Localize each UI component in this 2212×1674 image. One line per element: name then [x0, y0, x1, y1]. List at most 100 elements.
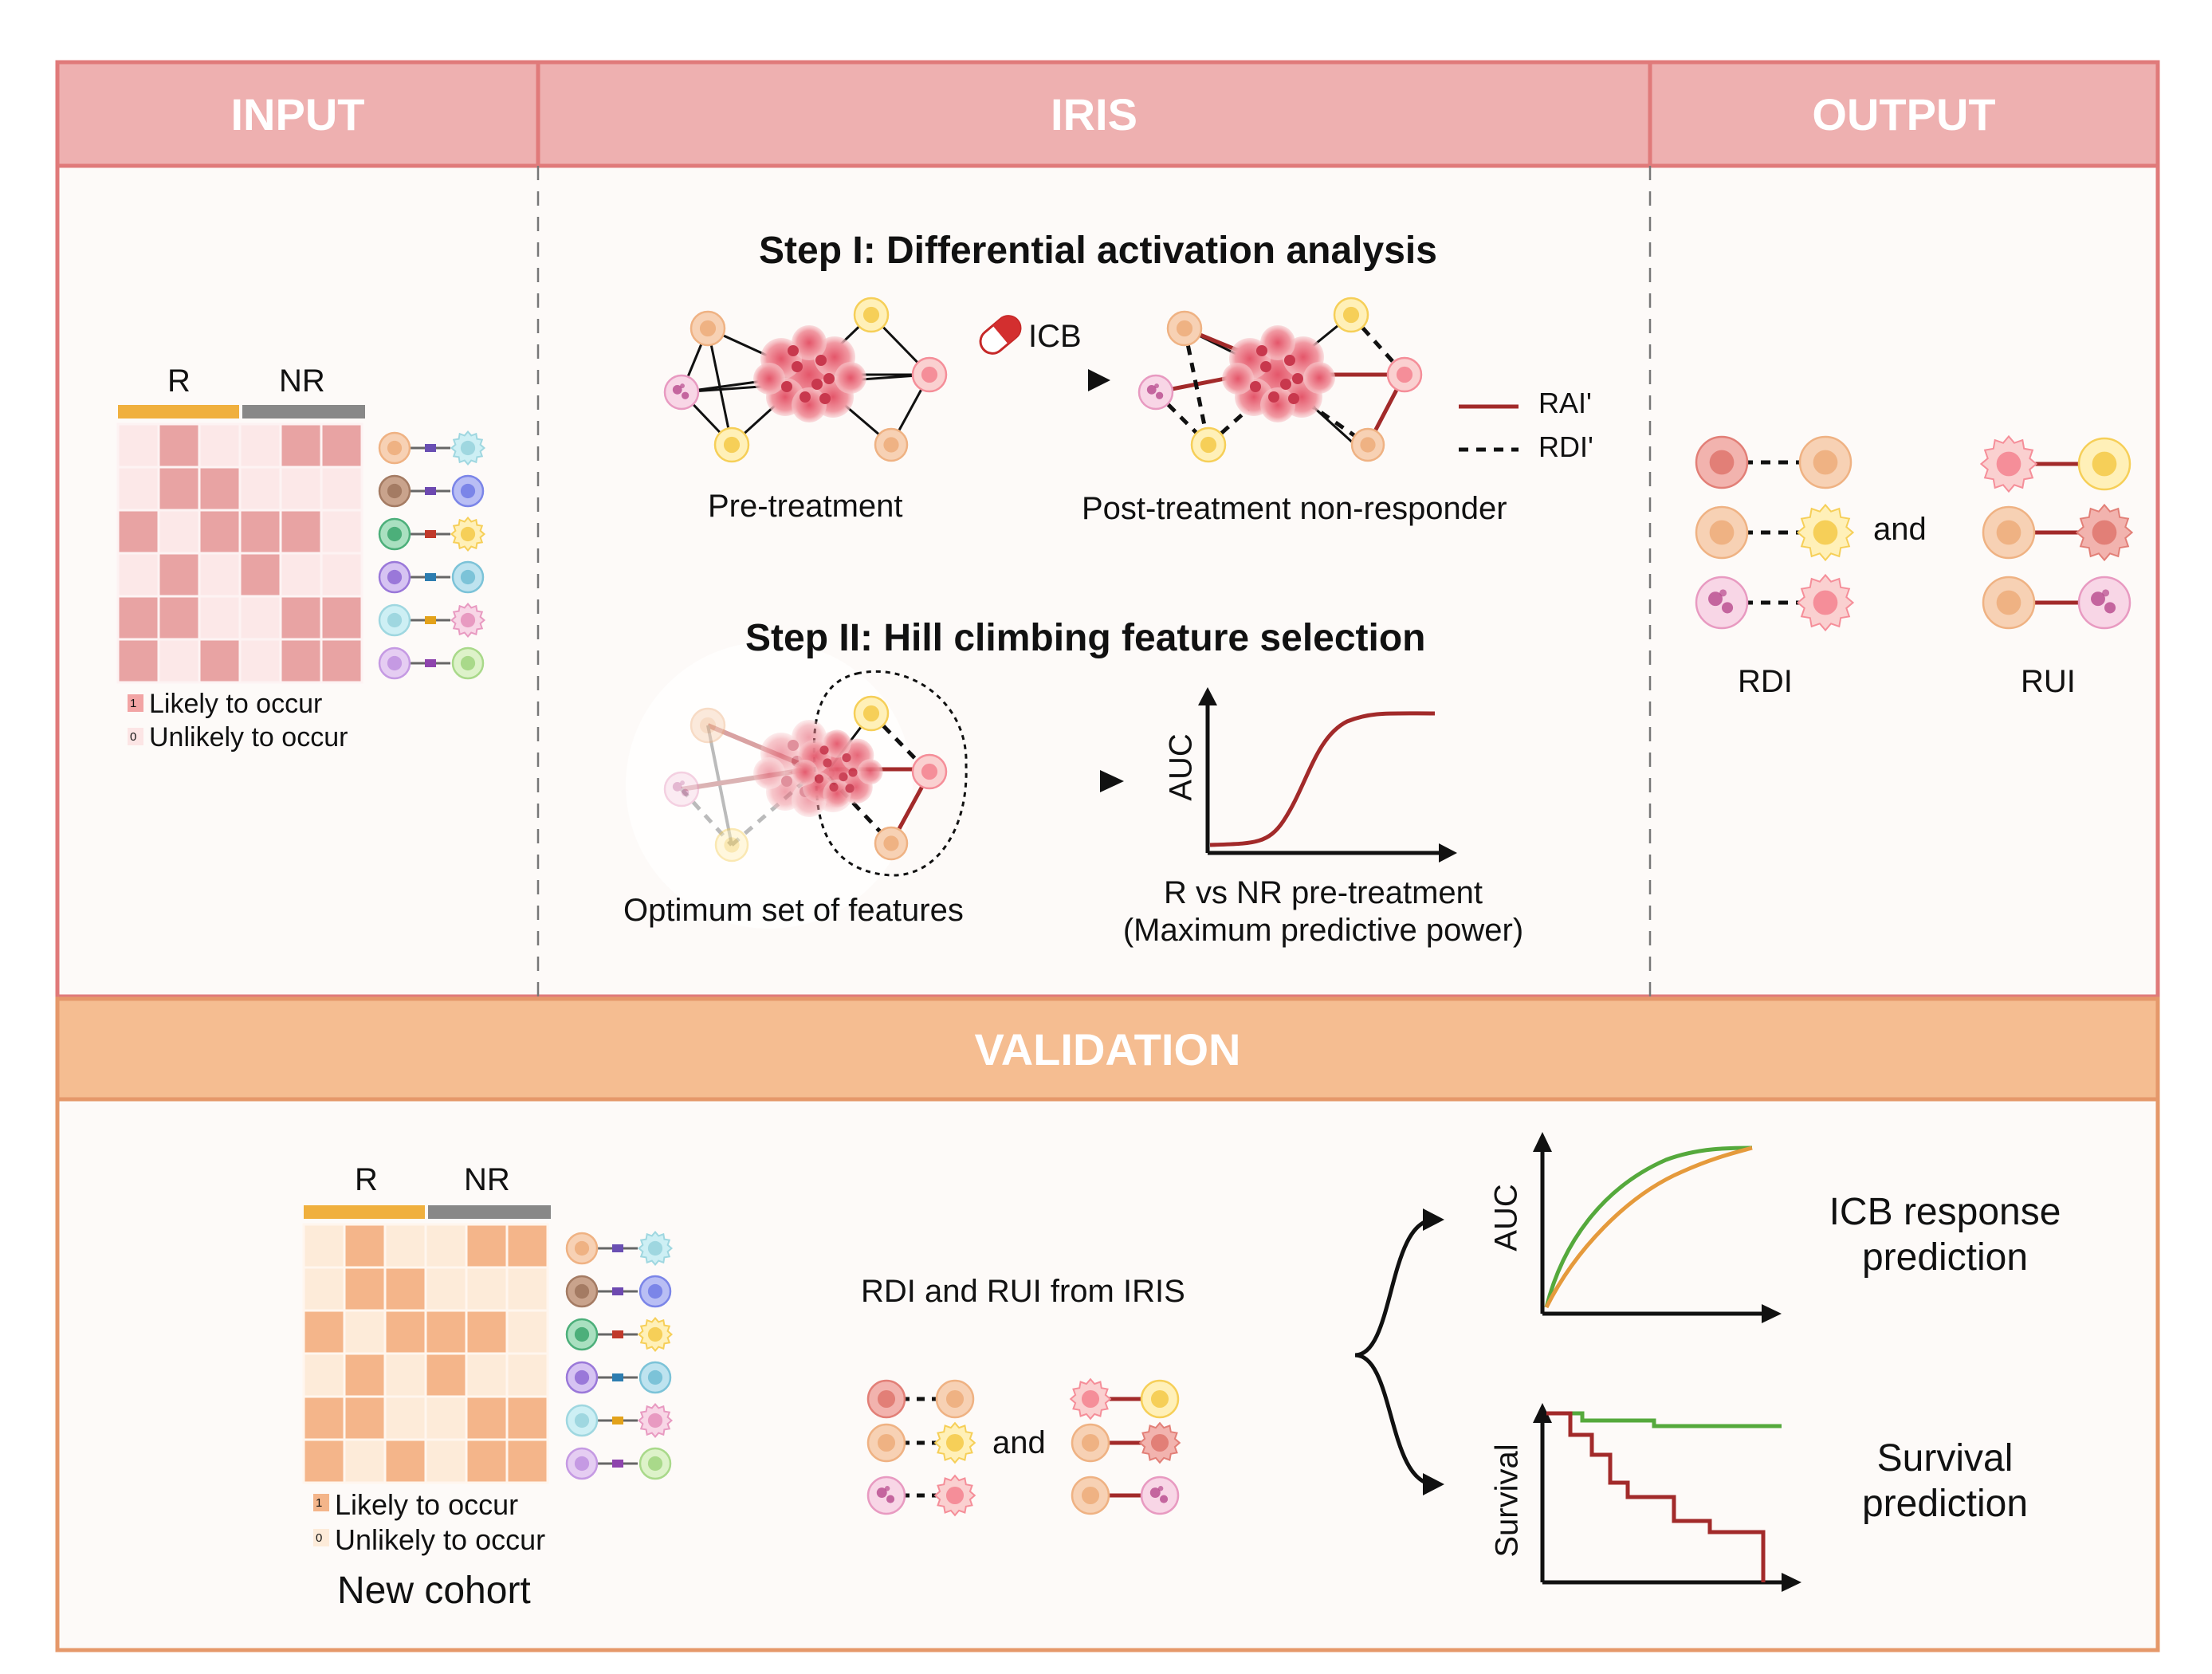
validation-rdi-pairs — [886, 1397, 953, 1498]
heatmap-cell — [279, 638, 323, 684]
cell-icon — [1386, 356, 1423, 393]
responder-bar — [118, 405, 239, 418]
cell-icon — [378, 560, 411, 594]
cell-icon — [565, 1232, 599, 1265]
cell-icon — [866, 1476, 906, 1515]
heatmap-cell — [116, 422, 160, 469]
heatmap-cell — [383, 1395, 427, 1441]
validation-nr-label: NR — [464, 1162, 510, 1197]
heatmap-cell — [343, 1438, 387, 1484]
icb-prediction-1: ICB response — [1829, 1191, 2061, 1233]
branch-down — [1354, 1353, 1436, 1487]
heatmap-cell — [424, 1266, 468, 1312]
heatmap-cell — [505, 1309, 549, 1355]
tumor-cluster — [1222, 325, 1335, 422]
cell-icon — [378, 646, 411, 680]
hill-climbing-auc-plot — [1198, 687, 1457, 863]
legend-0-swatch — [128, 728, 143, 745]
step2-caption-2: (Maximum predictive power) — [1122, 913, 1524, 948]
pill-icon — [979, 315, 1022, 355]
cell-icon — [565, 1447, 599, 1480]
from-iris-label: RDI and RUI from IRIS — [861, 1274, 1185, 1309]
heatmap-cell — [383, 1266, 427, 1312]
cell-icon — [378, 431, 411, 465]
heatmap-cell — [505, 1352, 549, 1398]
heatmap-cell — [238, 422, 282, 469]
rai-legend-label: RAI' — [1538, 387, 1592, 419]
pre-treatment-label: Pre-treatment — [708, 489, 903, 524]
heatmap-cell — [343, 1223, 387, 1269]
output-rdi-label: RDI — [1738, 664, 1793, 699]
heatmap-cell — [279, 466, 323, 512]
heatmap-cell — [424, 1438, 468, 1484]
heatmap-cell — [302, 1223, 346, 1269]
heatmap-cell — [157, 466, 201, 512]
cell-icon — [1140, 1476, 1180, 1515]
survival-plot — [1533, 1403, 1801, 1592]
input-r-label: R — [167, 363, 191, 399]
heatmap-cell — [198, 466, 242, 512]
legend-1-key: 1 — [130, 697, 137, 710]
heatmap-cell — [116, 638, 160, 684]
legend-0-label: Unlikely to occur — [149, 722, 348, 753]
cell-icon — [933, 1421, 976, 1464]
heatmap-cell — [424, 1309, 468, 1355]
cell-icon — [1979, 434, 2038, 493]
cell-icon — [637, 1316, 674, 1353]
heatmap-cell — [320, 552, 363, 598]
heatmap-cell — [465, 1266, 509, 1312]
heatmap-cell — [505, 1223, 549, 1269]
cell-icon — [2077, 576, 2131, 630]
cell-icon — [874, 427, 909, 462]
cell-icon — [1350, 427, 1385, 462]
cell-icon — [933, 1474, 976, 1517]
cell-icon — [713, 426, 750, 463]
heatmap-cell — [320, 509, 363, 555]
validation-header-bar — [55, 996, 2160, 1102]
cell-icon — [1796, 503, 1855, 562]
green-roc — [1544, 1145, 1753, 1308]
heatmap-cell — [302, 1438, 346, 1484]
green-survival — [1546, 1411, 1782, 1428]
step2-caption-1: R vs NR pre-treatment — [1163, 875, 1483, 910]
cell-icon — [565, 1404, 599, 1437]
cell-icon — [690, 707, 726, 744]
cell-icon — [2075, 503, 2134, 562]
step2-title: Step II: Hill climbing feature selection — [745, 617, 1426, 659]
heatmap-cell — [116, 509, 160, 555]
heatmap-cell — [198, 638, 242, 684]
cell-icon — [378, 517, 411, 551]
cell-icon — [565, 1275, 599, 1308]
validation-legend-1-label: Likely to occur — [335, 1488, 519, 1521]
heatmap-cell — [116, 552, 160, 598]
header-output: OUTPUT — [1812, 88, 1996, 140]
rdi-legend-label: RDI' — [1538, 430, 1593, 463]
heatmap-cell — [343, 1352, 387, 1398]
cell-icon — [1333, 297, 1369, 333]
heatmap-cell — [157, 422, 201, 469]
input-heatmap — [116, 405, 365, 684]
cell-icon — [451, 646, 485, 680]
heatmap-cell — [198, 509, 242, 555]
cell-icon — [911, 753, 948, 790]
heatmap-cell — [116, 595, 160, 641]
output-rui-label: RUI — [2021, 664, 2076, 699]
cell-icon — [866, 1379, 906, 1419]
tumor-cluster — [753, 325, 866, 422]
heatmap-cell — [302, 1266, 346, 1312]
heatmap-cell — [424, 1395, 468, 1441]
heatmap-cell — [157, 638, 201, 684]
cell-icon — [450, 516, 486, 552]
heatmap-cell — [279, 422, 323, 469]
cell-icon — [638, 1275, 672, 1308]
cell-icon — [450, 602, 486, 639]
tumor-cluster — [792, 729, 883, 808]
heatmap-cell — [238, 595, 282, 641]
validation-survival-axis: Survival — [1489, 1444, 1525, 1558]
cell-icon — [1695, 505, 1749, 560]
cell-icon — [450, 430, 486, 466]
cell-icon — [663, 771, 700, 808]
validation-legend-1-key: 1 — [316, 1496, 323, 1510]
cell-icon — [1071, 1476, 1110, 1515]
cell-icon — [853, 297, 890, 333]
